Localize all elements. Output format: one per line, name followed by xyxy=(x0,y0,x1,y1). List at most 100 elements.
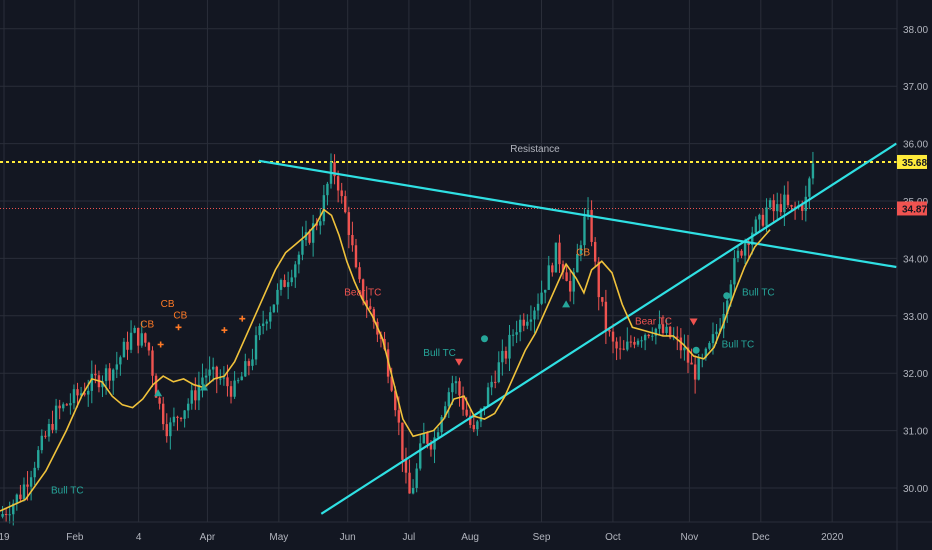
candle-body xyxy=(51,423,54,430)
marker-triangle-up xyxy=(200,383,208,391)
candle-body xyxy=(426,432,429,444)
candle-body xyxy=(465,409,468,416)
candle-body xyxy=(533,310,536,320)
candle-body xyxy=(651,335,654,337)
candle-body xyxy=(479,408,483,422)
candle-body xyxy=(715,331,718,335)
candle-body xyxy=(622,348,625,350)
candle-body xyxy=(497,362,500,383)
candle-body xyxy=(369,306,372,310)
candle-body xyxy=(172,416,176,423)
candle-body xyxy=(87,390,90,395)
candle-body xyxy=(354,245,358,268)
candle-body xyxy=(490,381,493,388)
candle-body xyxy=(37,450,40,468)
candle-body xyxy=(779,204,783,213)
y-tick-label: 37.00 xyxy=(903,82,928,93)
candle-body xyxy=(511,334,515,336)
candle-body xyxy=(247,361,251,366)
marker-plus xyxy=(157,341,164,348)
candle-body xyxy=(276,289,279,305)
candle-body xyxy=(72,389,76,404)
candle-body xyxy=(515,332,518,335)
candle-body xyxy=(461,395,465,410)
trendline-descending xyxy=(258,159,897,269)
candle-body xyxy=(33,467,36,478)
candle-body xyxy=(754,219,758,233)
candle-body xyxy=(736,250,740,258)
candle-body xyxy=(547,265,550,290)
marker-triangle-up xyxy=(154,389,163,397)
signal-label: CB xyxy=(161,299,175,310)
x-axis[interactable]: 19 Feb 4 Apr May Jun Jul Aug Sep Oct Nov Dec 2020 xyxy=(0,521,932,543)
x-tick-label: Aug xyxy=(461,532,479,543)
candle-body xyxy=(58,405,61,409)
candle-body xyxy=(565,272,568,281)
candle-body xyxy=(686,347,690,363)
candle-body xyxy=(772,200,775,212)
candle-body xyxy=(29,477,33,487)
candle-body xyxy=(47,423,51,437)
candle-body xyxy=(597,261,600,298)
trendlines xyxy=(258,142,897,515)
candle-body xyxy=(190,390,193,404)
candle-body xyxy=(197,384,201,401)
markers xyxy=(154,292,731,397)
x-tick-label: Nov xyxy=(681,532,699,543)
candle-body xyxy=(708,343,711,349)
candle-body xyxy=(76,389,79,396)
candle-body xyxy=(501,350,504,363)
candle-body xyxy=(558,242,561,265)
candle-body xyxy=(747,242,750,246)
x-tick-label: Oct xyxy=(605,532,621,543)
candle-body xyxy=(590,209,593,242)
candle-body xyxy=(743,242,747,256)
candle-body xyxy=(62,404,65,409)
marker-plus xyxy=(221,327,228,334)
candle-body xyxy=(508,334,511,359)
candle-body xyxy=(640,340,643,342)
candle-body xyxy=(19,494,22,500)
candle-body xyxy=(751,232,754,246)
candle-body xyxy=(333,162,336,177)
candle-body xyxy=(451,383,454,393)
candle-body xyxy=(793,206,797,208)
candle-body xyxy=(129,332,133,350)
candle-body xyxy=(169,422,172,437)
candle-body xyxy=(26,484,29,487)
candle-body xyxy=(283,280,286,287)
candle-body xyxy=(801,204,804,211)
candle-body xyxy=(1,514,4,517)
candle-body xyxy=(269,312,272,322)
x-tick-label: Dec xyxy=(752,532,770,543)
candle-body xyxy=(158,397,161,404)
candle-body xyxy=(229,386,233,397)
grid xyxy=(0,0,897,522)
candle-body xyxy=(444,406,447,418)
candle-body xyxy=(108,368,111,381)
candle-body xyxy=(486,387,490,407)
candle-body xyxy=(208,369,211,376)
candle-body xyxy=(529,319,533,322)
candle-body xyxy=(729,284,733,301)
candle-body xyxy=(201,377,204,385)
resistance-price-tag-text: 35.68 xyxy=(902,158,927,169)
marker-circle xyxy=(723,292,731,300)
candle-body xyxy=(308,232,311,243)
candle-body xyxy=(693,364,697,380)
candle-body xyxy=(147,342,151,351)
x-tick-label: 2020 xyxy=(821,532,844,543)
candle-body xyxy=(279,280,283,290)
candle-body xyxy=(351,234,354,246)
candle-body xyxy=(504,350,508,359)
signal-label: Bull TC xyxy=(742,288,775,299)
signal-label: Bear TC xyxy=(344,288,381,299)
candle-body xyxy=(733,257,736,285)
candle-body xyxy=(611,331,615,342)
candle-body xyxy=(65,404,69,406)
candle-body xyxy=(636,340,640,345)
x-tick-label: 19 xyxy=(0,532,10,543)
candle-body xyxy=(311,223,315,243)
candle-body xyxy=(194,390,197,401)
